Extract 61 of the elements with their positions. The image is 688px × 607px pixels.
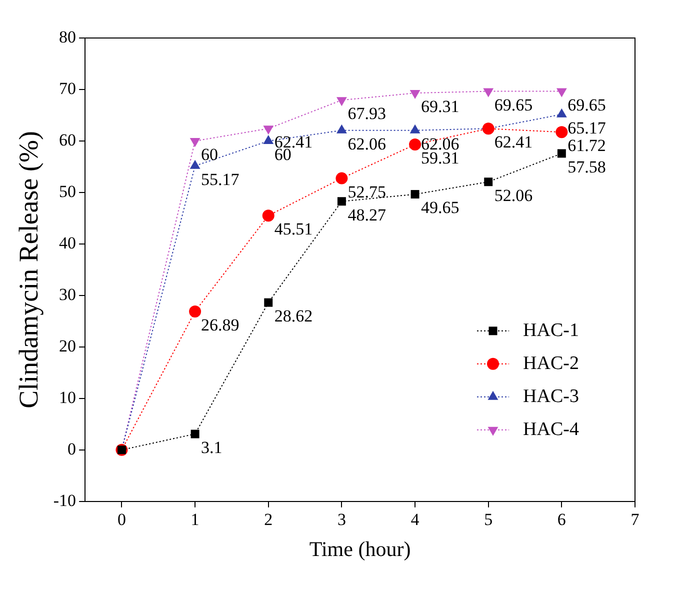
data-label: 65.17 bbox=[568, 118, 606, 138]
y-tick-label: 80 bbox=[59, 27, 76, 46]
y-tick-label: 30 bbox=[59, 284, 76, 304]
point bbox=[409, 138, 422, 151]
data-label: 69.65 bbox=[568, 95, 606, 114]
data-label: 69.31 bbox=[421, 97, 460, 116]
data-label: 60 bbox=[201, 144, 218, 164]
y-tick-label: 70 bbox=[59, 78, 76, 98]
x-tick-label: 5 bbox=[484, 510, 493, 530]
legend-label: HAC-4 bbox=[523, 418, 580, 440]
data-label: 57.58 bbox=[568, 157, 606, 176]
y-tick-label: 50 bbox=[59, 182, 76, 201]
x-tick-label: 4 bbox=[410, 510, 420, 530]
legend-label: HAC-1 bbox=[523, 320, 579, 341]
data-label: 69.65 bbox=[494, 95, 533, 114]
point bbox=[337, 197, 346, 206]
x-tick-label: 2 bbox=[264, 510, 273, 530]
data-label: 3.1 bbox=[201, 438, 222, 457]
legend-label: HAC-2 bbox=[523, 352, 579, 374]
data-label: 62.41 bbox=[494, 132, 533, 152]
data-label: 67.93 bbox=[348, 104, 386, 124]
point bbox=[484, 178, 493, 186]
data-label: 61.72 bbox=[568, 136, 606, 156]
data-label: 52.75 bbox=[348, 182, 386, 202]
data-label: 62.06 bbox=[348, 134, 386, 154]
y-tick-label: 0 bbox=[68, 439, 76, 458]
y-tick-label: 20 bbox=[59, 336, 76, 356]
data-label: 28.62 bbox=[274, 306, 313, 326]
data-label: 52.06 bbox=[494, 186, 533, 205]
point bbox=[557, 149, 566, 158]
point bbox=[410, 90, 420, 100]
y-tick-label: 10 bbox=[59, 388, 76, 407]
point bbox=[190, 138, 200, 147]
data-label: 48.27 bbox=[348, 205, 386, 224]
x-tick-label: 7 bbox=[630, 510, 640, 530]
point bbox=[336, 97, 347, 106]
data-label: 26.89 bbox=[201, 315, 240, 334]
x-tick-label: 3 bbox=[337, 510, 346, 530]
legend-label: HAC-3 bbox=[523, 386, 579, 407]
point bbox=[336, 172, 348, 184]
point bbox=[189, 305, 202, 318]
data-label: 45.51 bbox=[274, 220, 313, 239]
x-tick-label: 6 bbox=[557, 510, 566, 530]
y-axis-title: Clindamycin Release (%) bbox=[13, 130, 44, 408]
x-axis-title: Time (hour) bbox=[309, 536, 411, 561]
point bbox=[556, 126, 568, 138]
data-label: 55.17 bbox=[201, 170, 240, 189]
y-tick-label: 60 bbox=[59, 130, 76, 150]
point bbox=[263, 126, 274, 135]
point bbox=[483, 88, 494, 98]
point bbox=[482, 122, 494, 135]
point bbox=[190, 430, 200, 438]
point bbox=[264, 298, 273, 307]
x-tick-label: 1 bbox=[190, 510, 200, 530]
point bbox=[556, 88, 567, 98]
data-label: 49.65 bbox=[421, 198, 460, 218]
x-tick-label: 0 bbox=[117, 510, 126, 530]
y-tick-label: 40 bbox=[59, 233, 76, 252]
point bbox=[410, 190, 420, 199]
point bbox=[262, 210, 274, 222]
y-tick-label: -10 bbox=[53, 490, 76, 510]
